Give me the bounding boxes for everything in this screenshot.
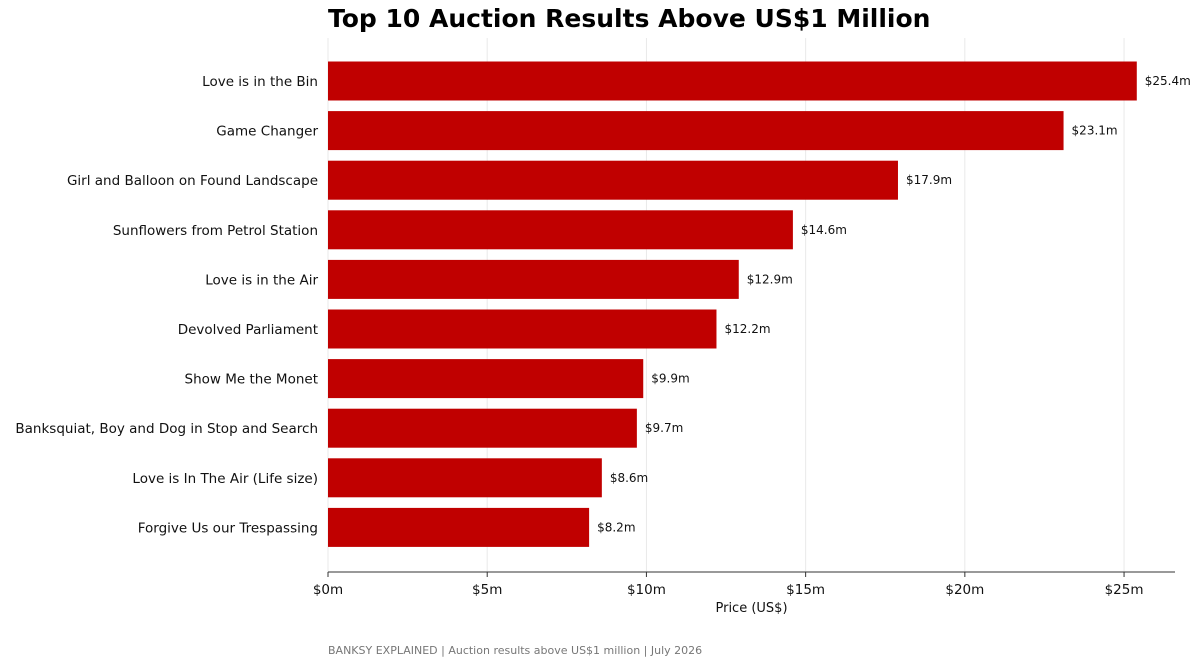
category-label: Sunflowers from Petrol Station xyxy=(113,223,318,239)
value-label: $12.2m xyxy=(724,322,770,336)
value-label: $9.9m xyxy=(651,372,689,386)
category-label: Banksquiat, Boy and Dog in Stop and Sear… xyxy=(15,421,318,437)
bar xyxy=(328,458,602,498)
x-tick-label: $5m xyxy=(472,582,502,598)
x-tick-label: $0m xyxy=(313,582,343,598)
value-label: $8.6m xyxy=(610,471,648,485)
category-label: Devolved Parliament xyxy=(178,322,318,338)
category-label: Girl and Balloon on Found Landscape xyxy=(67,173,318,189)
bar xyxy=(328,309,717,349)
chart-title: Top 10 Auction Results Above US$1 Millio… xyxy=(328,4,931,33)
value-labels: $25.4m $23.1m $17.9m $14.6m $12.9m $12.2m $9.9… xyxy=(597,74,1191,534)
value-label: $9.7m xyxy=(645,421,683,435)
bar xyxy=(328,259,739,299)
bar xyxy=(328,160,898,200)
category-label: Game Changer xyxy=(216,124,318,140)
value-label: $8.2m xyxy=(597,520,635,534)
value-label: $17.9m xyxy=(906,173,952,187)
bar xyxy=(328,210,793,250)
category-label: Love is in the Bin xyxy=(202,74,318,90)
value-label: $25.4m xyxy=(1145,74,1191,88)
x-tick-label: $20m xyxy=(945,582,984,598)
x-axis-ticks: $0m $5m $10m $15m $20m $25m xyxy=(313,572,1144,598)
x-tick-label: $15m xyxy=(786,582,825,598)
x-tick-label: $10m xyxy=(627,582,666,598)
value-label: $12.9m xyxy=(747,272,793,286)
x-axis-title: Price (US$) xyxy=(715,601,787,616)
bar xyxy=(328,507,590,547)
value-label: $14.6m xyxy=(801,223,847,237)
category-label: Love is in the Air xyxy=(205,272,318,288)
category-label: Love is In The Air (Life size) xyxy=(132,471,318,487)
category-label: Forgive Us our Trespassing xyxy=(138,520,318,536)
category-labels: Love is in the Bin Game Changer Girl and B… xyxy=(15,74,318,536)
category-label: Show Me the Monet xyxy=(185,372,318,388)
x-tick-label: $25m xyxy=(1105,582,1144,598)
value-label: $23.1m xyxy=(1072,124,1118,138)
footer-note: BANKSY EXPLAINED | Auction results above… xyxy=(328,644,703,657)
bar xyxy=(328,61,1137,101)
bar xyxy=(328,408,637,448)
bar xyxy=(328,359,644,399)
bars xyxy=(328,61,1137,547)
bar xyxy=(328,111,1064,151)
